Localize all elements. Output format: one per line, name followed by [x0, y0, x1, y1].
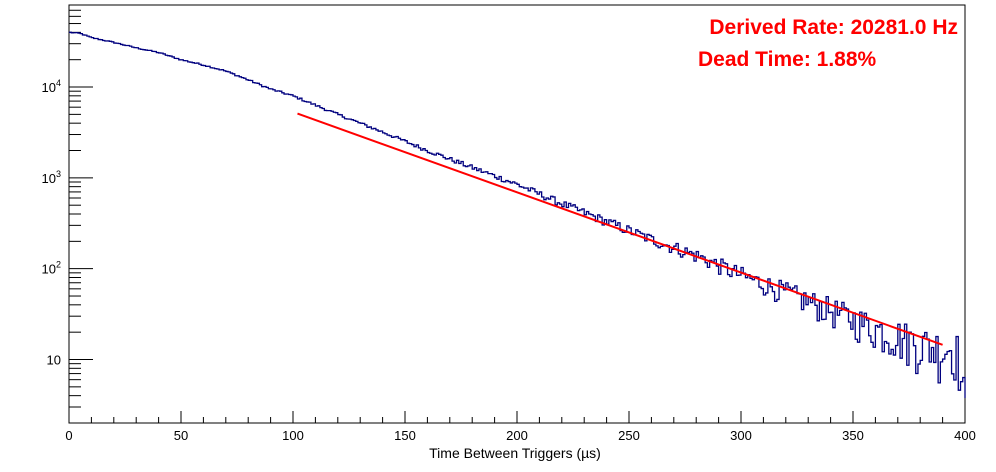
x-tick-label: 400 [954, 428, 976, 443]
y-tick-label: 103 [42, 169, 61, 186]
fit-line-series-1 [297, 112, 943, 346]
x-tick-label: 350 [842, 428, 864, 443]
y-tick-label: 102 [42, 260, 61, 277]
y-tick-label: 104 [42, 78, 61, 95]
x-axis-ticks: 0 50 100 150 200 250 300 350 400 [65, 411, 976, 443]
x-tick-label: 300 [730, 428, 752, 443]
x-tick-label: 50 [174, 428, 188, 443]
x-tick-label: 100 [282, 428, 304, 443]
y-axis-minor-ticks [69, 4, 81, 424]
series-layer [69, 31, 966, 398]
y-axis-major-ticks: 10 102 103 104 [42, 78, 93, 368]
derived-rate-annotation: Derived Rate: 20281.0 Hz [709, 16, 958, 39]
x-axis-title: Time Between Triggers (µs) [429, 445, 601, 461]
dead-time-annotation: Dead Time: 1.88% [698, 48, 877, 71]
x-tick-label: 200 [506, 428, 528, 443]
x-tick-label: 0 [65, 428, 72, 443]
x-tick-label: 250 [618, 428, 640, 443]
y-tick-label: 10 [47, 353, 61, 368]
histogram-series-0 [69, 31, 966, 398]
x-tick-label: 150 [394, 428, 416, 443]
